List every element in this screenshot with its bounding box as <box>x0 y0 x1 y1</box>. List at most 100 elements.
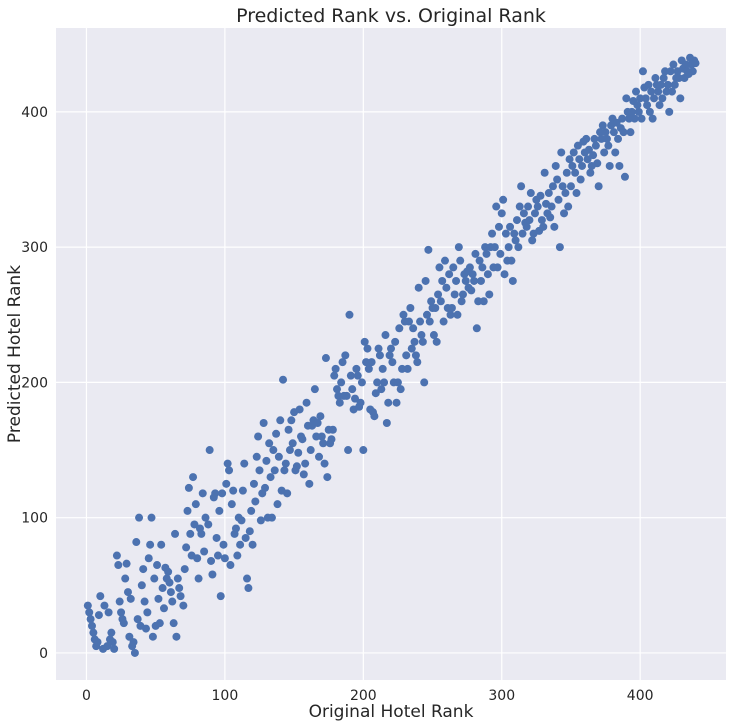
data-point <box>359 446 368 455</box>
data-point <box>666 67 675 76</box>
data-point <box>310 385 319 394</box>
data-point <box>323 473 332 482</box>
data-point <box>255 466 264 475</box>
data-point <box>126 594 135 603</box>
data-point <box>561 189 570 198</box>
data-point <box>691 59 700 68</box>
data-point <box>317 432 326 441</box>
x-tick-label: 100 <box>212 688 239 704</box>
data-point <box>248 540 257 549</box>
data-point <box>223 459 232 468</box>
y-tick-label: 300 <box>21 240 48 256</box>
data-point <box>198 489 207 498</box>
data-point <box>406 304 415 313</box>
data-point <box>200 547 209 556</box>
data-point <box>626 128 635 137</box>
data-point <box>385 351 394 360</box>
data-point <box>446 310 455 319</box>
data-point <box>669 60 678 69</box>
data-point <box>650 94 659 103</box>
data-point <box>381 331 390 340</box>
data-point <box>662 87 671 96</box>
data-point <box>647 87 656 96</box>
data-point <box>501 229 510 238</box>
data-point <box>508 276 517 285</box>
data-point <box>205 446 214 455</box>
data-point <box>108 638 117 647</box>
data-point <box>411 351 420 360</box>
data-point <box>280 466 289 475</box>
data-point <box>301 459 310 468</box>
data-point <box>398 364 407 373</box>
data-point <box>611 148 620 157</box>
data-point <box>306 446 315 455</box>
data-point <box>399 310 408 319</box>
data-point <box>176 592 185 601</box>
data-point <box>564 202 573 211</box>
data-point <box>115 597 124 606</box>
data-point <box>83 601 92 610</box>
data-point <box>173 574 182 583</box>
data-point <box>267 513 276 522</box>
data-point <box>596 128 605 137</box>
data-point <box>410 337 419 346</box>
data-point <box>229 486 238 495</box>
data-point <box>511 236 520 245</box>
data-point <box>147 513 156 522</box>
data-point <box>425 317 434 326</box>
data-point <box>148 632 157 641</box>
data-point <box>602 134 611 143</box>
data-point <box>442 283 451 292</box>
y-tick-label: 200 <box>21 375 48 391</box>
data-point <box>470 276 479 285</box>
data-point <box>630 114 639 123</box>
data-point <box>427 297 436 306</box>
data-point <box>625 114 634 123</box>
data-point <box>413 358 422 367</box>
data-point <box>175 584 184 593</box>
data-point <box>449 263 458 272</box>
data-point <box>251 497 260 506</box>
data-point <box>370 412 379 421</box>
data-point <box>439 317 448 326</box>
data-point <box>270 466 279 475</box>
data-point <box>445 270 454 279</box>
data-point <box>245 527 254 536</box>
data-point <box>338 358 347 367</box>
data-point <box>183 506 192 515</box>
y-tick-label: 100 <box>21 511 48 527</box>
data-point <box>213 551 222 560</box>
data-point <box>252 452 261 461</box>
data-point <box>450 290 459 299</box>
data-point <box>456 256 465 265</box>
data-point <box>560 209 569 218</box>
data-point <box>418 337 427 346</box>
data-point <box>658 94 667 103</box>
data-point <box>281 459 290 468</box>
data-point <box>119 619 128 628</box>
data-point <box>435 263 444 272</box>
data-point <box>215 506 224 515</box>
data-point <box>622 94 631 103</box>
data-point <box>302 398 311 407</box>
data-point <box>467 286 476 295</box>
data-point <box>655 101 664 110</box>
data-point <box>375 351 384 360</box>
data-point <box>139 565 148 574</box>
data-point <box>618 114 627 123</box>
data-point <box>233 551 242 560</box>
data-point <box>496 249 505 258</box>
data-point <box>341 351 350 360</box>
data-point <box>557 148 566 157</box>
data-point <box>244 584 253 593</box>
data-point <box>150 574 159 583</box>
data-point <box>117 608 126 617</box>
data-point <box>569 148 578 157</box>
data-point <box>614 134 623 143</box>
data-point <box>222 479 231 488</box>
data-point <box>191 500 200 509</box>
data-point <box>352 364 361 373</box>
data-point <box>393 378 402 387</box>
data-point <box>225 466 234 475</box>
data-point <box>582 134 591 143</box>
